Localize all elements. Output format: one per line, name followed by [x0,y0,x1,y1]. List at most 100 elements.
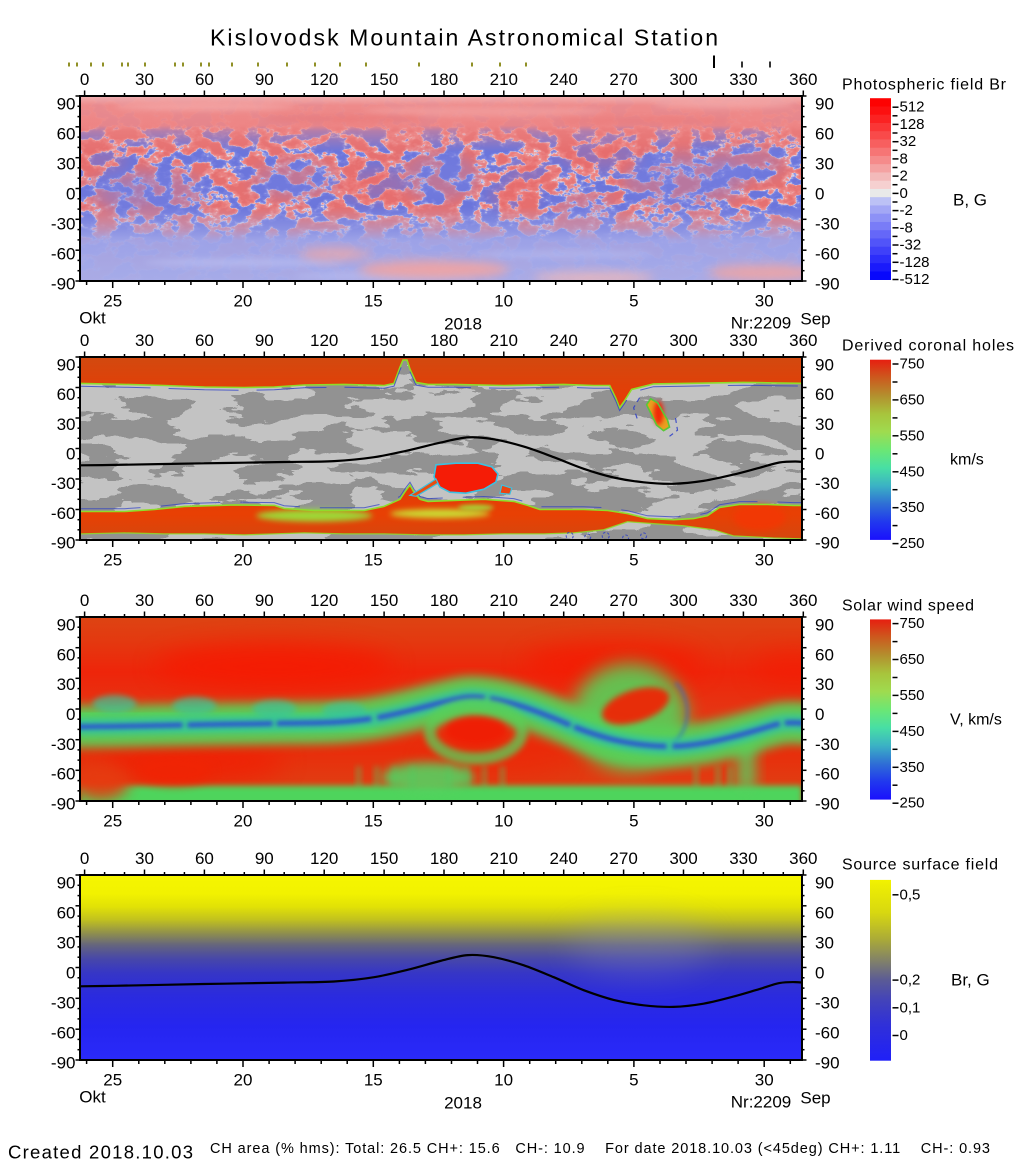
svg-text:-60: -60 [51,504,76,523]
svg-text:10: 10 [494,292,513,311]
svg-text:Created 2018.10.03: Created 2018.10.03 [8,1142,193,1163]
svg-text:20: 20 [234,292,253,311]
svg-text:-60: -60 [815,504,840,523]
svg-text:-512: -512 [900,271,930,288]
svg-text:0: 0 [80,331,89,350]
svg-text:90: 90 [255,849,274,868]
svg-text:Source surface field: Source surface field [842,857,998,874]
svg-text:330: 330 [729,331,757,350]
svg-text:750: 750 [900,615,925,632]
svg-text:60: 60 [57,645,76,664]
svg-text:Nr:2209: Nr:2209 [731,314,791,333]
svg-text:0: 0 [66,185,75,204]
svg-text:30: 30 [815,675,834,694]
svg-text:60: 60 [815,385,834,404]
svg-text:-90: -90 [51,1054,76,1073]
svg-text:30: 30 [135,591,154,610]
svg-text:30: 30 [57,934,76,953]
svg-text:30: 30 [815,155,834,174]
svg-text:330: 330 [729,591,757,610]
svg-text:90: 90 [57,356,76,375]
svg-text:2: 2 [900,168,908,185]
svg-text:210: 210 [490,70,518,89]
svg-text:-128: -128 [900,254,930,271]
svg-text:30: 30 [815,415,834,434]
svg-text:32: 32 [900,133,917,150]
svg-text:0: 0 [815,185,824,204]
svg-text:0: 0 [900,1027,908,1044]
svg-text:300: 300 [669,591,697,610]
svg-text:Sep: Sep [800,1089,830,1108]
svg-text:-30: -30 [51,215,76,234]
svg-text:-2: -2 [900,202,913,219]
svg-text:750: 750 [900,356,925,373]
svg-text:-60: -60 [815,765,840,784]
svg-text:360: 360 [789,331,817,350]
svg-text:-90: -90 [51,534,76,553]
svg-text:330: 330 [729,70,757,89]
svg-text:300: 300 [669,849,697,868]
svg-text:60: 60 [57,125,76,144]
svg-text:150: 150 [370,849,398,868]
svg-text:Kislovodsk Mountain Astronomic: Kislovodsk Mountain Astronomical Station [210,25,718,51]
svg-text:120: 120 [310,331,338,350]
svg-text:150: 150 [370,591,398,610]
svg-text:30: 30 [135,849,154,868]
svg-text:5: 5 [629,1071,638,1090]
svg-text:15: 15 [364,551,383,570]
svg-text:-90: -90 [51,795,76,814]
svg-text:240: 240 [550,70,578,89]
svg-text:650: 650 [900,651,925,668]
svg-text:20: 20 [234,551,253,570]
svg-text:240: 240 [550,591,578,610]
svg-text:15: 15 [364,1071,383,1090]
svg-text:180: 180 [430,591,458,610]
svg-text:-32: -32 [900,237,922,254]
svg-text:-30: -30 [51,994,76,1013]
svg-text:Sep: Sep [800,310,830,329]
svg-text:-60: -60 [51,765,76,784]
svg-text:15: 15 [364,812,383,831]
svg-text:360: 360 [789,849,817,868]
svg-text:60: 60 [195,591,214,610]
svg-text:-60: -60 [51,1024,76,1043]
svg-text:350: 350 [900,499,925,516]
svg-text:90: 90 [815,95,834,114]
svg-text:180: 180 [430,70,458,89]
svg-text:250: 250 [900,795,925,812]
svg-text:-90: -90 [815,1054,840,1073]
svg-text:-30: -30 [51,735,76,754]
svg-text:Br, G: Br, G [951,971,990,990]
svg-text:0: 0 [80,591,89,610]
svg-text:0,2: 0,2 [900,972,921,989]
svg-text:0,5: 0,5 [900,886,921,903]
svg-text:10: 10 [494,551,513,570]
svg-text:90: 90 [815,356,834,375]
svg-text:-60: -60 [815,245,840,264]
svg-text:90: 90 [255,591,274,610]
svg-text:2018: 2018 [444,315,482,334]
svg-text:150: 150 [370,331,398,350]
svg-text:V, km/s: V, km/s [950,712,1002,729]
svg-text:Okt: Okt [79,1088,106,1107]
svg-text:0: 0 [80,849,89,868]
svg-text:450: 450 [900,463,925,480]
svg-text:240: 240 [550,849,578,868]
svg-text:30: 30 [755,1071,774,1090]
svg-text:0: 0 [815,964,824,983]
svg-text:B, G: B, G [953,191,987,210]
svg-text:0: 0 [66,964,75,983]
svg-text:128: 128 [900,116,925,133]
svg-text:10: 10 [494,1071,513,1090]
svg-text:2018: 2018 [444,1094,482,1113]
svg-text:Okt: Okt [79,309,106,328]
svg-text:0: 0 [66,705,75,724]
svg-text:0: 0 [815,705,824,724]
svg-text:270: 270 [609,591,637,610]
svg-text:25: 25 [103,551,122,570]
svg-text:-90: -90 [815,534,840,553]
svg-text:0: 0 [66,445,75,464]
svg-text:0: 0 [815,445,824,464]
svg-text:512: 512 [900,99,925,116]
svg-text:30: 30 [57,155,76,174]
